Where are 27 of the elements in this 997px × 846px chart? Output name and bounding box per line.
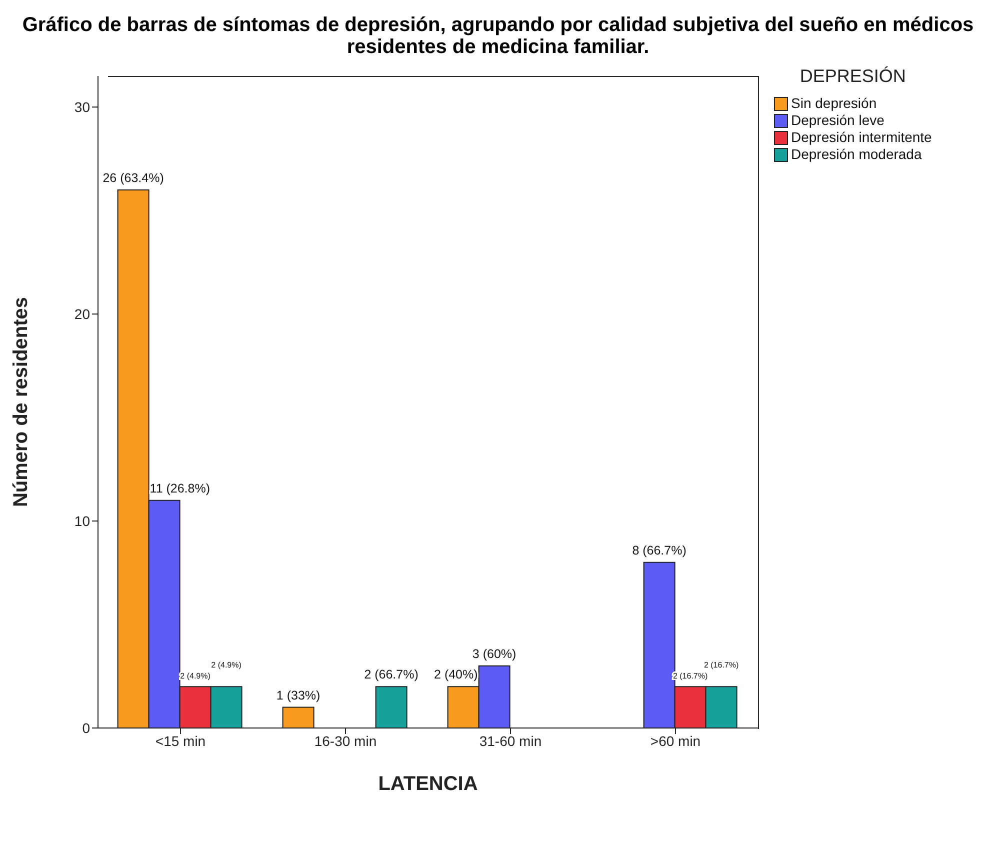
data-label: 3 (60%) bbox=[472, 646, 516, 661]
data-label: 1 (33%) bbox=[276, 688, 320, 702]
legend-title: DEPRESIÓN bbox=[798, 66, 907, 87]
y-tick-label: 30 bbox=[74, 99, 90, 116]
x-tick-label: 16-30 min bbox=[314, 732, 377, 749]
x-tick-label: >60 min bbox=[650, 732, 701, 749]
legend-label: Depresión moderada bbox=[791, 146, 922, 163]
data-label: 2 (66.7%) bbox=[364, 668, 418, 682]
y-tick-label: 10 bbox=[74, 512, 90, 529]
chart-title: Gráfico de barras de síntomas de depresión, agrupando por calidad subjetiva del sueño en médicos residentes de medicina familiar. bbox=[21, 14, 975, 58]
legend-label: Sin depresión bbox=[791, 95, 877, 112]
legend-label: Depresión leve bbox=[791, 112, 884, 129]
data-label: 2 (4.9%) bbox=[211, 660, 242, 670]
data-label: 11 (26.8%) bbox=[150, 481, 210, 496]
data-label: 8 (66.7%) bbox=[632, 543, 686, 558]
y-tick-label: 20 bbox=[74, 306, 90, 322]
legend-label: Depresión intermitente bbox=[791, 129, 932, 146]
y-tick-label: 0 bbox=[82, 720, 90, 736]
x-tick-label: <15 min bbox=[155, 732, 206, 749]
data-label: 26 (63.4%) bbox=[102, 170, 164, 185]
data-label: 2 (16.7%) bbox=[672, 672, 708, 681]
data-label: 2 (40%) bbox=[434, 668, 478, 682]
x-axis-title: LATENCIA bbox=[378, 773, 478, 795]
y-axis-title: Número de residentes bbox=[10, 296, 32, 508]
data-label: 2 (16.7%) bbox=[704, 660, 739, 670]
x-tick-label: 31-60 min bbox=[479, 732, 542, 749]
data-label: 2 (4.9%) bbox=[180, 672, 211, 681]
